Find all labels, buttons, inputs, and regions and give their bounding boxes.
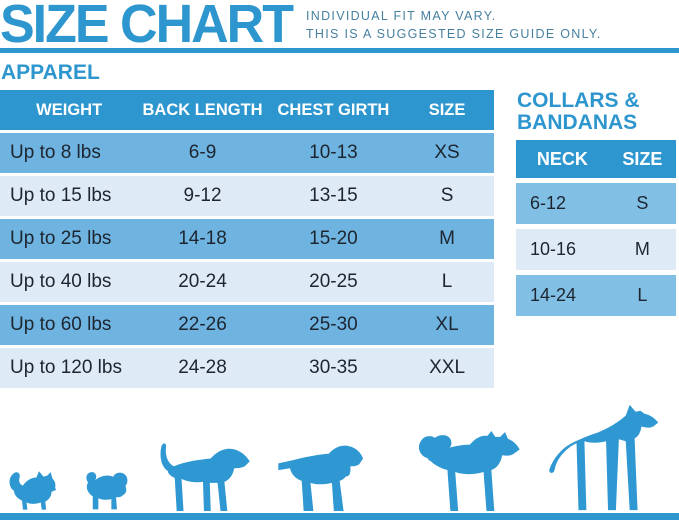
chest-girth-cell: 10-13	[309, 142, 358, 163]
table-row: Up to 120 lbs 24-28 30-35 XXL	[0, 348, 494, 388]
neck-cell: 14-24	[530, 285, 577, 305]
weight-cell: Up to 8 lbs	[10, 142, 101, 163]
chest-girth-cell: 20-25	[309, 271, 358, 292]
size-cell: L	[441, 271, 453, 292]
back-length-cell: 24-28	[178, 357, 227, 378]
table-row: Up to 15 lbs 9-12 13-15 S	[0, 176, 494, 216]
back-length-cell: 14-18	[178, 228, 227, 249]
apparel-header-row: WEIGHT BACK LENGTH CHEST GIRTH SIZE	[0, 90, 494, 130]
collars-section: COLLARS & BANDANAS NECK SIZE 6-12 S 10-1…	[516, 53, 676, 388]
pug-icon	[76, 463, 130, 513]
column-header-back-length: BACK LENGTH	[142, 100, 263, 119]
table-row: Up to 60 lbs 22-26 25-30 XL	[0, 305, 494, 345]
table-row: 6-12 S	[516, 183, 676, 224]
header: SIZE CHART INDIVIDUAL FIT MAY VARY. THIS…	[0, 0, 679, 53]
chest-girth-cell: 25-30	[309, 314, 358, 335]
table-row: 10-16 M	[516, 229, 676, 270]
beagle-icon	[150, 439, 254, 513]
column-header-weight: WEIGHT	[36, 100, 103, 119]
content: APPAREL WEIGHT BACK LENGTH CHEST GIRTH S…	[0, 53, 679, 388]
size-cell: L	[637, 285, 648, 305]
disclaimer: INDIVIDUAL FIT MAY VARY. THIS IS A SUGGE…	[306, 7, 602, 43]
table-row: Up to 40 lbs 20-24 20-25 L	[0, 262, 494, 302]
weight-cell: Up to 120 lbs	[10, 357, 122, 378]
size-cell: M	[634, 239, 650, 259]
size-cell: S	[636, 193, 649, 213]
chest-girth-cell: 15-20	[309, 228, 358, 249]
collars-heading: COLLARS & BANDANAS	[517, 89, 640, 134]
chest-girth-cell: 30-35	[309, 357, 358, 378]
table-row: 14-24 L	[516, 275, 676, 316]
dog-size-illustration	[0, 401, 679, 513]
back-length-cell: 20-24	[178, 271, 227, 292]
husky-icon	[403, 431, 527, 513]
table-row: Up to 25 lbs 14-18 15-20 M	[0, 219, 494, 259]
size-cell: M	[439, 228, 455, 249]
chest-girth-cell: 13-15	[309, 185, 358, 206]
column-header-size: SIZE	[428, 100, 466, 119]
pomeranian-icon	[6, 467, 56, 513]
column-header-size: SIZE	[622, 148, 663, 169]
size-cell: XXL	[429, 357, 466, 378]
back-length-cell: 9-12	[183, 185, 222, 206]
back-length-cell: 6-9	[188, 142, 217, 163]
cocker-spaniel-icon	[273, 439, 383, 513]
great-dane-icon	[547, 401, 673, 513]
column-header-neck: NECK	[536, 148, 588, 169]
back-length-cell: 22-26	[178, 314, 227, 335]
apparel-section: APPAREL WEIGHT BACK LENGTH CHEST GIRTH S…	[0, 53, 494, 388]
neck-cell: 10-16	[530, 239, 577, 259]
size-cell: XS	[434, 142, 460, 163]
collars-header-row: NECK SIZE	[516, 140, 676, 178]
weight-cell: Up to 15 lbs	[10, 185, 112, 206]
size-cell: S	[440, 185, 454, 206]
weight-cell: Up to 25 lbs	[10, 228, 112, 249]
size-cell: XL	[435, 314, 459, 335]
column-header-chest-girth: CHEST GIRTH	[277, 100, 390, 119]
disclaimer-line-1: INDIVIDUAL FIT MAY VARY.	[306, 9, 497, 23]
weight-cell: Up to 60 lbs	[10, 314, 112, 335]
apparel-heading: APPAREL	[1, 61, 100, 84]
table-row: Up to 8 lbs 6-9 10-13 XS	[0, 133, 494, 173]
apparel-table: WEIGHT BACK LENGTH CHEST GIRTH SIZE Up t…	[0, 90, 494, 388]
ground-line	[0, 513, 679, 520]
collars-table: NECK SIZE 6-12 S 10-16 M 14-24 L	[516, 140, 676, 316]
page-title: SIZE CHART	[0, 0, 294, 55]
disclaimer-line-2: THIS IS A SUGGESTED SIZE GUIDE ONLY.	[306, 27, 602, 41]
neck-cell: 6-12	[530, 193, 567, 213]
weight-cell: Up to 40 lbs	[10, 271, 112, 292]
